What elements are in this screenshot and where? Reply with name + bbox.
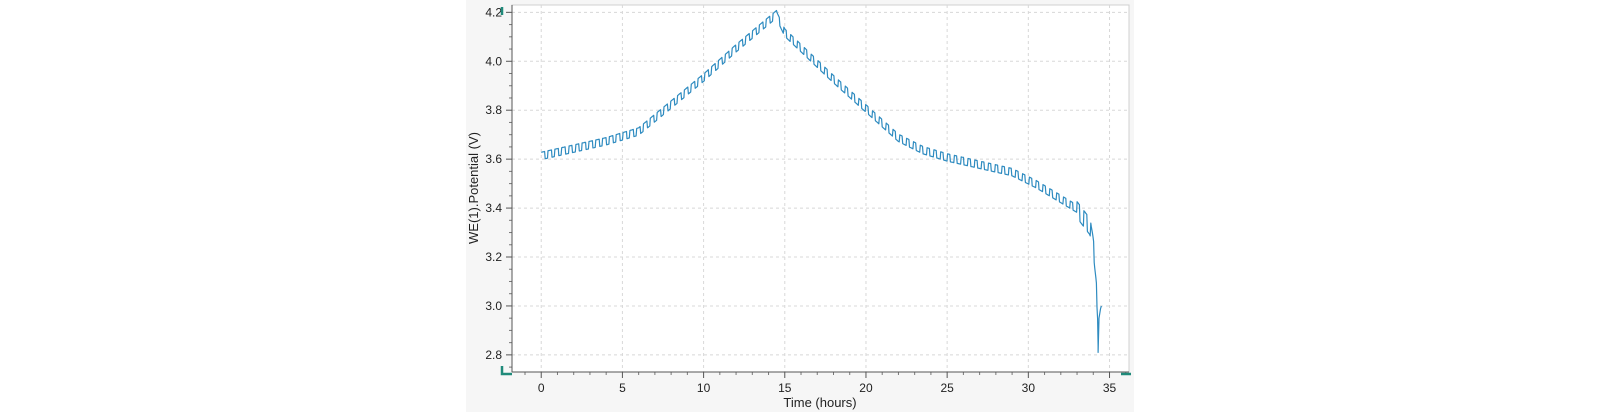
- corner-markers: [500, 7, 1131, 376]
- y-tick-label: 4.2: [485, 5, 502, 19]
- y-tick-label: 4.0: [485, 54, 502, 68]
- y-tick-label: 2.8: [485, 348, 502, 362]
- x-axis-label: Time (hours): [783, 395, 856, 410]
- series-line: [541, 9, 1102, 353]
- x-tick-label: 0: [538, 381, 545, 395]
- x-tick-label: 20: [859, 381, 873, 395]
- grid-layer: [512, 5, 1129, 372]
- y-tick-label: 3.4: [485, 201, 502, 215]
- x-tick-label: 35: [1103, 381, 1117, 395]
- y-tick-label: 3.0: [485, 299, 502, 313]
- corner-marker-bottom-left: [500, 366, 512, 376]
- x-tick-label: 10: [697, 381, 711, 395]
- x-tick-label: 5: [619, 381, 626, 395]
- y-tick-label: 3.8: [485, 103, 502, 117]
- x-tick-label: 30: [1022, 381, 1036, 395]
- axes: 0 5 10 15 20 25 30 35 2.8 3.0 3.2 3.4 3.6 3.8 4.0 4.2: [485, 5, 1129, 395]
- x-tick-label: 25: [940, 381, 954, 395]
- y-tick-label: 3.2: [485, 250, 502, 264]
- y-axis-label: WE(1).Potential (V): [466, 132, 481, 244]
- series-layer: [541, 9, 1102, 353]
- y-tick-label: 3.6: [485, 152, 502, 166]
- x-tick-label: 15: [778, 381, 792, 395]
- plot-area: [511, 4, 1130, 373]
